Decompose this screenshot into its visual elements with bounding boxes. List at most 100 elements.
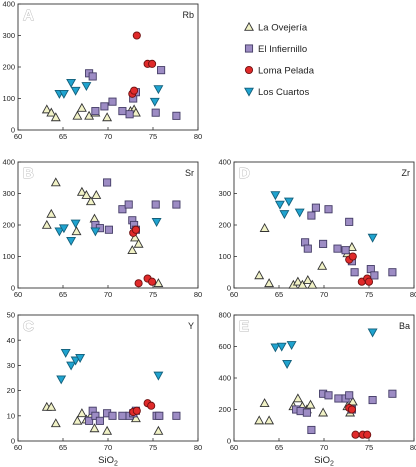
data-point-ovejeria [85, 196, 96, 206]
x-tick-label: 75 [149, 443, 157, 452]
y-tick-label: 300 [2, 31, 15, 40]
x-tick-label: 60 [230, 443, 238, 452]
x-tick-label: 70 [104, 290, 112, 299]
data-point-pelada [348, 252, 357, 261]
data-point-infiernillo [350, 268, 359, 277]
legend-marker-pelada [244, 65, 254, 75]
data-point-infiernillo [108, 97, 117, 106]
data-point-cuartos [279, 210, 290, 220]
x-tick-label: 75 [365, 290, 373, 299]
data-point-ovejeria [292, 276, 303, 286]
data-point-pelada [148, 59, 157, 68]
data-point-cuartos [274, 200, 285, 210]
data-point-ovejeria [71, 226, 82, 236]
x-tick-label: 60 [14, 443, 22, 452]
x-tick-label: 70 [320, 290, 328, 299]
data-point-ovejeria [102, 425, 113, 435]
data-point-ovejeria [307, 279, 318, 289]
data-point-pelada [363, 430, 372, 439]
data-point-ovejeria [41, 219, 52, 229]
data-point-cuartos [70, 356, 81, 366]
data-point-ovejeria [41, 104, 52, 114]
data-point-cuartos [66, 361, 77, 371]
legend-label: Loma Pelada [258, 65, 315, 76]
data-point-infiernillo [319, 239, 328, 248]
y-tick-label: 300 [2, 189, 15, 198]
data-point-cuartos [81, 82, 92, 92]
data-point-infiernillo [172, 111, 181, 120]
data-point-ovejeria [89, 423, 100, 433]
data-point-infiernillo [91, 107, 100, 116]
x-tick-label: 80 [410, 443, 416, 452]
data-point-ovejeria [347, 396, 358, 406]
data-point-infiernillo [88, 72, 97, 81]
panel-letter: D [239, 165, 250, 182]
element-label: Rb [182, 10, 194, 20]
element-label: Y [188, 321, 194, 331]
y-tick-label: 200 [2, 63, 15, 72]
data-point-ovejeria [153, 425, 164, 435]
data-point-cuartos [54, 227, 65, 237]
y-tick-label: 40 [7, 336, 15, 345]
data-point-ovejeria [50, 418, 61, 428]
data-point-infiernillo [118, 205, 127, 214]
legend-item-ovejeria: La Ovejería [244, 21, 308, 33]
data-point-infiernillo [334, 394, 343, 403]
data-point-infiernillo [118, 107, 127, 116]
data-point-cuartos [66, 236, 77, 246]
data-point-infiernillo [324, 205, 333, 214]
y-tick-label: 200 [218, 405, 231, 414]
data-point-infiernillo [324, 391, 333, 400]
data-point-infiernillo [388, 268, 397, 277]
x-tick-label: 65 [275, 290, 283, 299]
y-tick-label: 30 [7, 361, 15, 370]
data-point-ovejeria [81, 189, 92, 199]
y-tick-label: 0 [11, 284, 15, 293]
legend-item-pelada: Loma Pelada [244, 65, 315, 76]
data-point-ovejeria [50, 112, 61, 122]
data-point-ovejeria [46, 107, 57, 117]
data-point-ovejeria [46, 401, 57, 411]
element-label: Zr [402, 168, 411, 178]
data-point-infiernillo [345, 217, 354, 226]
y-tick-label: 400 [218, 158, 231, 167]
data-point-cuartos [283, 197, 294, 207]
data-point-infiernillo [151, 108, 160, 117]
plot-frame [17, 314, 199, 442]
panel-letter: B [23, 165, 34, 182]
data-point-infiernillo [172, 200, 181, 209]
x-tick-label: 80 [194, 132, 202, 141]
data-point-cuartos [75, 354, 86, 363]
x-axis-label: SiO2 [98, 455, 118, 467]
data-point-ovejeria [305, 399, 316, 409]
legend-item-cuartos: Los Cuartos [244, 87, 309, 98]
plot-frame [233, 314, 415, 442]
data-point-infiernillo [303, 244, 312, 253]
data-point-pelada [148, 277, 157, 286]
data-point-infiernillo [370, 271, 379, 280]
y-tick-label: 100 [218, 252, 231, 261]
panel-letter: A [23, 7, 34, 24]
data-point-cuartos [367, 328, 378, 338]
x-tick-label: 75 [149, 290, 157, 299]
data-point-ovejeria [76, 408, 87, 418]
data-point-infiernillo [95, 416, 104, 425]
legend: La Ovejería El Infiernillo Loma Pelada Los … [244, 21, 315, 98]
y-tick-label: 400 [218, 374, 231, 383]
data-point-infiernillo [104, 225, 113, 234]
data-point-ovejeria [76, 186, 87, 196]
y-tick-label: 200 [218, 221, 231, 230]
y-tick-label: 600 [218, 342, 231, 351]
data-point-infiernillo [91, 411, 100, 420]
x-tick-label: 60 [14, 132, 22, 141]
panel-letter: E [239, 318, 249, 335]
data-point-infiernillo [368, 396, 377, 405]
x-tick-label: 70 [104, 132, 112, 141]
data-point-ovejeria [130, 232, 140, 242]
y-tick-label: 0 [227, 437, 231, 446]
y-tick-label: 200 [2, 221, 15, 230]
data-point-ovejeria [50, 177, 61, 187]
data-point-ovejeria [317, 260, 328, 270]
x-tick-label: 60 [230, 290, 238, 299]
x-axis-label: SiO2 [314, 455, 334, 467]
